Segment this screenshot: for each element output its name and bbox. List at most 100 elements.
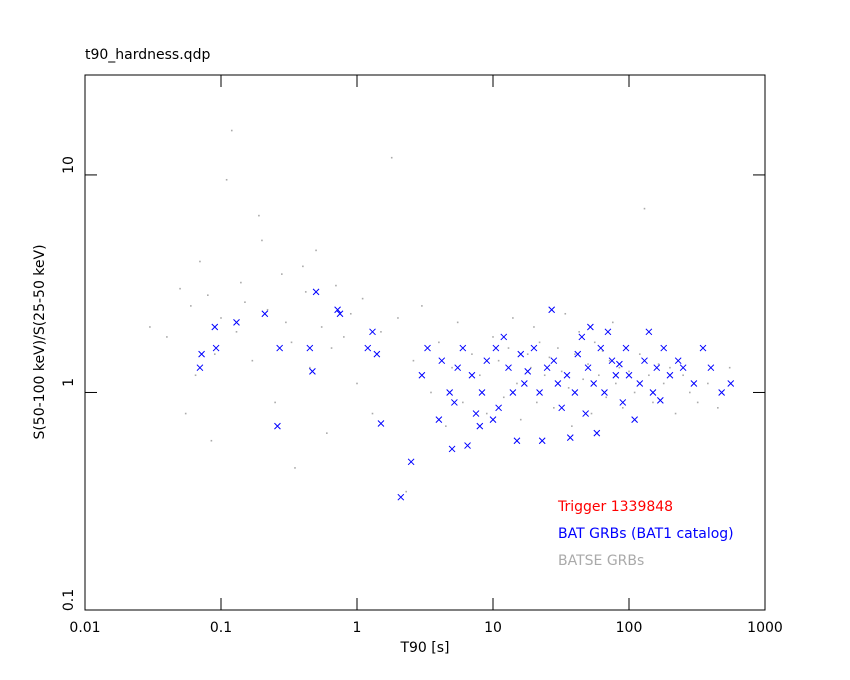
data-point (502, 396, 505, 399)
data-point (390, 156, 393, 159)
data-point (225, 178, 228, 181)
data-point (717, 407, 719, 409)
plot-frame (84, 74, 766, 611)
data-point (587, 363, 589, 365)
data-point (674, 357, 682, 365)
data-point (456, 321, 459, 324)
data-point (645, 328, 653, 336)
data-point (516, 382, 518, 385)
data-point (220, 317, 222, 319)
data-point (500, 333, 508, 341)
data-point (407, 458, 415, 466)
data-point (674, 412, 677, 415)
data-point (564, 312, 567, 315)
data-point (517, 350, 525, 358)
data-point (199, 260, 201, 263)
data-point (505, 364, 512, 372)
data-point (478, 389, 486, 396)
data-point (656, 396, 664, 404)
data-point (601, 389, 608, 396)
data-point (336, 310, 344, 318)
data-point (574, 353, 576, 355)
data-point (631, 416, 638, 423)
data-point (548, 306, 556, 314)
data-point (524, 368, 532, 375)
data-point (369, 328, 376, 336)
data-point (251, 359, 254, 362)
data-point (476, 422, 484, 430)
data-point (526, 353, 529, 355)
data-point (616, 360, 623, 368)
data-point (604, 328, 612, 336)
data-point (560, 370, 563, 373)
data-point (405, 490, 407, 493)
data-point (290, 341, 293, 344)
data-point (276, 344, 284, 352)
data-point (343, 336, 345, 338)
data-point (462, 401, 464, 404)
data-point (330, 347, 333, 349)
data-point (281, 273, 283, 275)
data-point (543, 364, 551, 372)
data-point (578, 331, 580, 333)
data-point (479, 374, 481, 377)
data-point (412, 359, 415, 362)
data-point (424, 344, 431, 352)
data-point (679, 364, 687, 372)
data-point (166, 336, 168, 338)
data-point (190, 305, 192, 307)
data-point (536, 389, 543, 396)
data-point (519, 418, 522, 421)
data-point (608, 359, 611, 362)
data-point (235, 331, 238, 333)
data-point (266, 308, 269, 311)
data-point (306, 344, 314, 352)
legend-entry: BATSE GRBs (558, 553, 644, 569)
data-point (397, 493, 405, 501)
data-point (492, 344, 500, 352)
x-tick-label: 10 (484, 620, 502, 636)
data-point (571, 389, 579, 396)
x-tick-label: 1 (353, 620, 362, 636)
data-point (258, 214, 260, 217)
data-point (615, 382, 617, 385)
data-point (377, 420, 385, 427)
data-point (582, 410, 590, 417)
data-point (274, 422, 281, 430)
data-point (371, 412, 374, 415)
data-point (619, 399, 627, 406)
data-point (468, 371, 476, 379)
data-point (497, 359, 500, 362)
data-point (593, 429, 601, 437)
data-point (538, 341, 541, 344)
data-point (233, 319, 240, 326)
data-point (438, 341, 440, 344)
data-point (649, 389, 657, 396)
data-point (611, 321, 614, 324)
x-tick-label: 0.01 (69, 620, 100, 636)
data-point (696, 401, 699, 404)
data-point (520, 380, 528, 387)
data-point (598, 374, 600, 377)
data-point (320, 326, 323, 328)
data-point (636, 380, 644, 387)
data-point (211, 323, 219, 331)
data-point (707, 364, 715, 372)
data-point (571, 425, 573, 427)
data-point (530, 366, 532, 369)
data-point (662, 382, 665, 385)
data-point (210, 439, 213, 442)
data-point (584, 364, 592, 372)
data-point (574, 350, 582, 358)
data-point (628, 370, 630, 373)
data-point (666, 371, 674, 379)
data-point (483, 357, 491, 365)
data-point (212, 344, 220, 352)
data-point (446, 389, 454, 396)
legend-entry: BAT GRBs (BAT1 catalog) (558, 526, 734, 542)
data-point (669, 366, 671, 369)
data-point (536, 401, 538, 404)
data-point (304, 291, 307, 293)
